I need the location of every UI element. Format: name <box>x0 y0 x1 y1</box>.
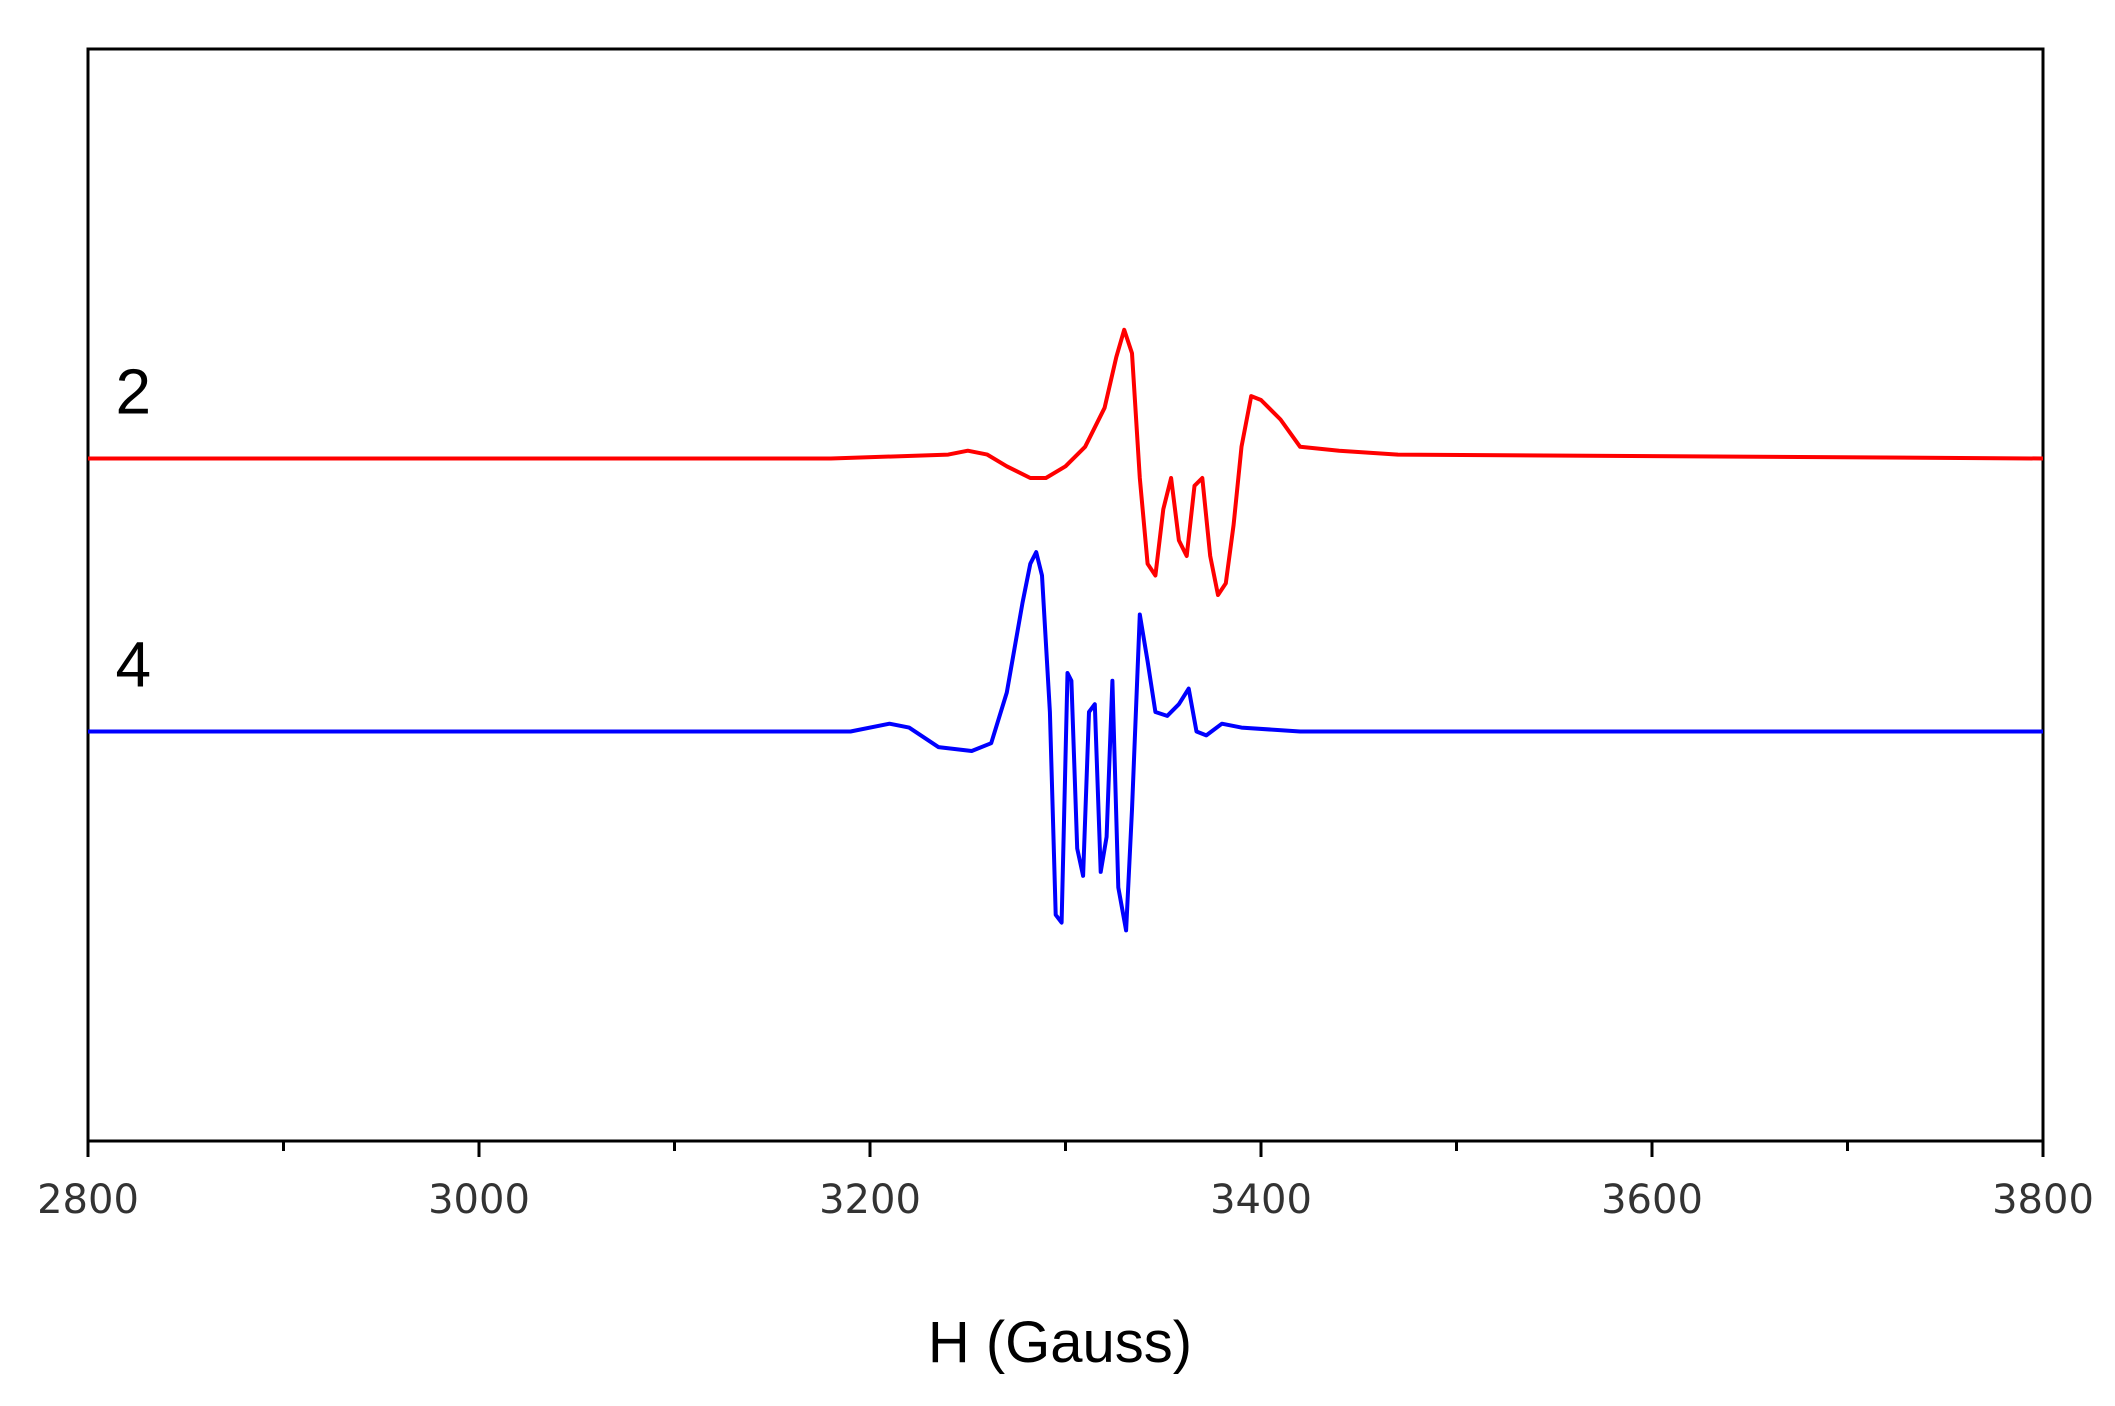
series-labels: 24 <box>116 356 152 701</box>
series-layer <box>88 327 2044 933</box>
series-label-4: 4 <box>116 629 152 701</box>
x-tick-label: 3800 <box>1992 1177 2094 1223</box>
x-tick-label: 3600 <box>1601 1177 1703 1223</box>
x-tick-label: 3200 <box>819 1177 921 1223</box>
x-axis-tick-labels: 2800 3000 3200 3400 3600 3800 <box>37 1177 2094 1223</box>
plot-frame <box>86 47 2045 1143</box>
x-tick-label: 3400 <box>1210 1177 1312 1223</box>
series-line-4 <box>88 550 2043 933</box>
x-tick-label: 3000 <box>428 1177 530 1223</box>
x-axis-title: H (Gauss) <box>928 1310 1192 1375</box>
series-line-2 <box>88 327 2044 597</box>
x-tick-label: 2800 <box>37 1177 139 1223</box>
series-label-2: 2 <box>116 356 152 428</box>
x-axis-ticks <box>86 1141 2045 1157</box>
